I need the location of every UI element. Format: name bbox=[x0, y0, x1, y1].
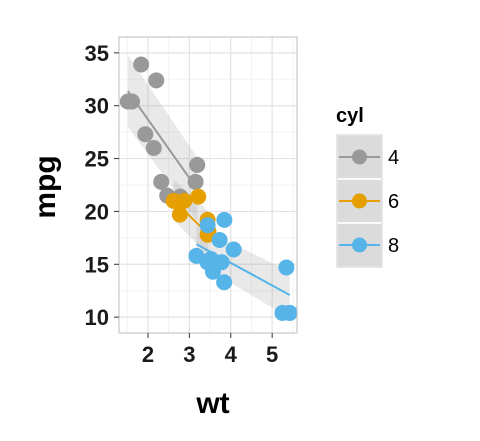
data-point-4 bbox=[153, 173, 170, 190]
legend-key-point-6 bbox=[352, 193, 367, 209]
x-tick-label: 2 bbox=[142, 342, 154, 367]
data-point-6 bbox=[171, 206, 188, 223]
x-tick-label: 4 bbox=[225, 342, 238, 367]
y-axis-tick-labels: 10 15 20 25 30 35 bbox=[85, 41, 109, 330]
x-tick-label: 5 bbox=[266, 342, 278, 367]
legend-key-point-4 bbox=[352, 149, 367, 165]
data-point-8 bbox=[216, 274, 233, 291]
data-point-8 bbox=[188, 247, 205, 264]
regression-line-4 bbox=[127, 90, 199, 190]
data-point-8 bbox=[278, 259, 295, 276]
plot-panel-border bbox=[118, 36, 298, 334]
x-tick-label: 3 bbox=[183, 342, 195, 367]
y-tick-label: 25 bbox=[85, 147, 109, 172]
major-gridlines bbox=[119, 37, 297, 333]
data-point-6 bbox=[190, 188, 207, 205]
legend-box bbox=[336, 134, 383, 268]
data-point-4 bbox=[187, 173, 204, 190]
data-point-8 bbox=[199, 217, 216, 234]
data-points bbox=[119, 56, 298, 321]
y-tick-label: 30 bbox=[85, 94, 109, 119]
legend-keys: 4 6 8 bbox=[336, 134, 399, 268]
x-axis-tick-labels: 2 3 4 5 bbox=[142, 342, 278, 367]
data-point-6 bbox=[176, 192, 193, 209]
y-tick-label: 35 bbox=[85, 41, 109, 66]
y-tick-label: 10 bbox=[85, 305, 109, 330]
data-point-8 bbox=[281, 304, 298, 321]
data-point-4 bbox=[133, 56, 150, 73]
data-point-8 bbox=[204, 256, 221, 273]
legend-label-6: 6 bbox=[388, 191, 399, 213]
x-axis-title: wt bbox=[195, 387, 229, 420]
data-point-8 bbox=[225, 241, 242, 258]
legend: cyl 4 6 8 bbox=[336, 105, 399, 268]
y-tick-label: 20 bbox=[85, 199, 109, 224]
legend-label-4: 4 bbox=[388, 147, 399, 169]
legend-title: cyl bbox=[336, 105, 364, 127]
legend-key-point-8 bbox=[352, 237, 367, 253]
data-point-8 bbox=[211, 231, 228, 248]
data-point-4 bbox=[137, 126, 154, 143]
data-point-8 bbox=[216, 211, 233, 228]
data-point-4 bbox=[119, 93, 136, 110]
legend-label-8: 8 bbox=[388, 235, 399, 257]
y-tick-label: 15 bbox=[85, 252, 109, 277]
data-point-4 bbox=[145, 140, 162, 156]
y-axis-title: mpg bbox=[29, 155, 62, 218]
axis-ticks bbox=[114, 52, 273, 338]
confidence-band-8 bbox=[196, 226, 290, 319]
data-point-4 bbox=[189, 156, 206, 173]
confidence-band-4 bbox=[127, 54, 198, 221]
data-point-4 bbox=[148, 72, 165, 89]
